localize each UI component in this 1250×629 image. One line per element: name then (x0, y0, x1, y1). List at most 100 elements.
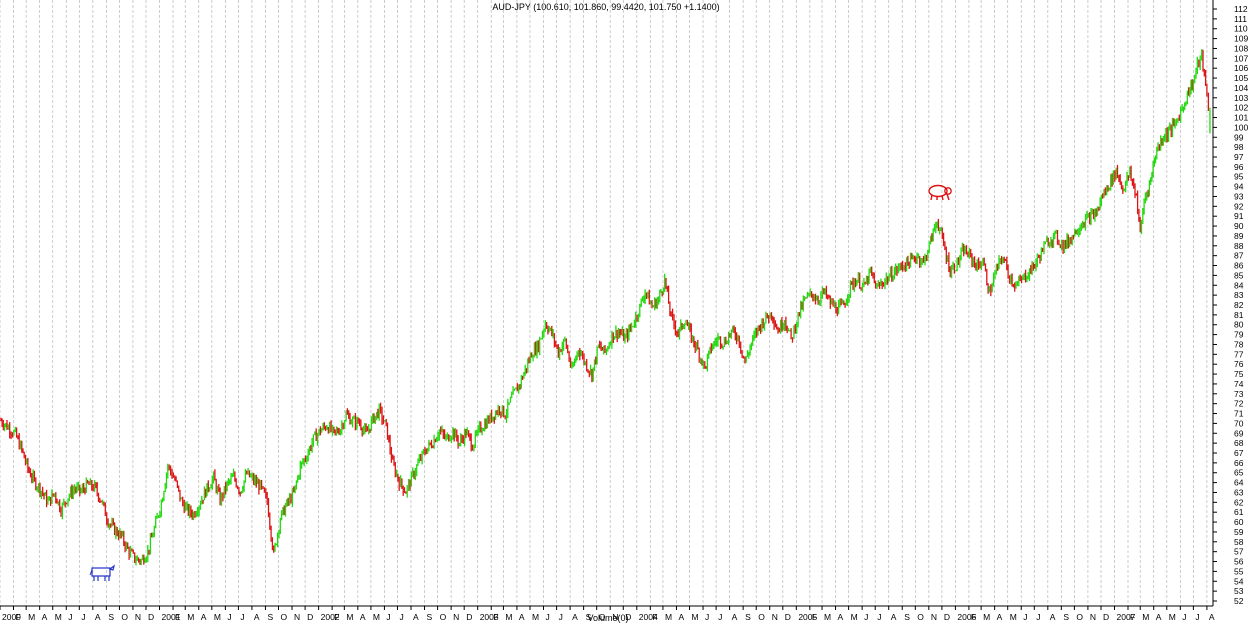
x-tick-label: A (1156, 612, 1162, 622)
x-tick-label: J (864, 612, 868, 622)
x-tick-label: A (678, 612, 684, 622)
y-tick-label: 95 (1234, 172, 1244, 182)
y-tick-label: 63 (1234, 487, 1244, 497)
x-tick-label: S (267, 612, 273, 622)
y-tick-label: 96 (1234, 162, 1244, 172)
x-tick-label: M (505, 612, 512, 622)
y-tick-label: 77 (1234, 349, 1244, 359)
x-tick-label: 2007 (1116, 612, 1135, 622)
x-tick-label: N (612, 612, 618, 622)
y-tick-label: 86 (1234, 261, 1244, 271)
chart-title: AUD-JPY (100.610, 101.860, 99.4420, 101.… (492, 2, 719, 12)
y-tick-label: 82 (1234, 300, 1244, 310)
y-tick-label: 60 (1234, 517, 1244, 527)
x-tick-label: 2002 (321, 612, 340, 622)
y-tick-label: 106 (1234, 63, 1248, 73)
y-tick-label: 100 (1234, 122, 1248, 132)
x-tick-label: J (386, 612, 390, 622)
y-tick-label: 112 (1234, 4, 1248, 14)
x-tick-label: D (148, 612, 154, 622)
y-tick-label: 58 (1234, 537, 1244, 547)
x-tick-label: S (904, 612, 910, 622)
y-tick-label: 104 (1234, 83, 1248, 93)
y-tick-label: 69 (1234, 428, 1244, 438)
y-tick-label: 59 (1234, 527, 1244, 537)
x-tick-label: O (1076, 612, 1083, 622)
x-tick-label: 2005 (798, 612, 817, 622)
bear-icon (928, 184, 952, 201)
x-tick-label: N (135, 612, 141, 622)
y-tick-label: 97 (1234, 152, 1244, 162)
x-tick-label: O (440, 612, 447, 622)
x-tick-label: A (42, 612, 48, 622)
x-tick-label: A (1209, 612, 1215, 622)
x-tick-label: D (307, 612, 313, 622)
y-tick-label: 68 (1234, 438, 1244, 448)
x-tick-label: M (824, 612, 831, 622)
y-tick-label: 64 (1234, 478, 1244, 488)
y-tick-label: 110 (1234, 24, 1248, 34)
x-tick-label: J (1023, 612, 1027, 622)
x-tick-label: J (877, 612, 881, 622)
y-tick-label: 88 (1234, 241, 1244, 251)
y-tick-label: 101 (1234, 113, 1248, 123)
y-tick-label: 111 (1234, 14, 1247, 24)
x-tick-label: J (559, 612, 563, 622)
x-tick-label: A (95, 612, 101, 622)
bull-icon (89, 564, 115, 581)
x-tick-label: A (360, 612, 366, 622)
y-tick-label: 81 (1234, 310, 1244, 320)
x-tick-label: M (692, 612, 699, 622)
x-tick-label: F (971, 612, 976, 622)
y-tick-label: 53 (1234, 586, 1244, 596)
x-tick-label: N (1090, 612, 1096, 622)
x-tick-label: J (1195, 612, 1199, 622)
y-tick-label: 65 (1234, 468, 1244, 478)
y-tick-label: 57 (1234, 547, 1244, 557)
x-tick-label: O (281, 612, 288, 622)
y-tick-label: 103 (1234, 93, 1248, 103)
y-tick-label: 90 (1234, 221, 1244, 231)
y-tick-label: 70 (1234, 418, 1244, 428)
x-tick-label: 2000 (2, 612, 21, 622)
x-tick-label: A (997, 612, 1003, 622)
x-tick-label: M (214, 612, 221, 622)
x-tick-label: S (427, 612, 433, 622)
x-tick-label: D (944, 612, 950, 622)
x-tick-label: J (1182, 612, 1186, 622)
y-tick-label: 61 (1234, 507, 1244, 517)
y-axis: 5253545556575859606162636465666768697071… (1212, 0, 1248, 606)
x-tick-label: F (334, 612, 339, 622)
price-bars (0, 49, 1211, 566)
x-tick-label: N (772, 612, 778, 622)
x-tick-label: S (586, 612, 592, 622)
x-tick-label: A (254, 612, 260, 622)
y-tick-label: 80 (1234, 320, 1244, 330)
x-tick-label: M (346, 612, 353, 622)
x-tick-label: J (227, 612, 231, 622)
x-tick-label: J (400, 612, 404, 622)
x-tick-label: F (1130, 612, 1135, 622)
x-tick-label: F (812, 612, 817, 622)
x-tick-label: N (294, 612, 300, 622)
x-tick-label: J (68, 612, 72, 622)
x-tick-label: F (493, 612, 498, 622)
y-tick-label: 52 (1234, 596, 1244, 606)
x-tick-label: M (55, 612, 62, 622)
x-tick-label: D (466, 612, 472, 622)
x-tick-label: A (201, 612, 207, 622)
y-tick-label: 91 (1234, 211, 1244, 221)
y-tick-label: 87 (1234, 251, 1244, 261)
x-tick-label: M (665, 612, 672, 622)
x-tick-label: J (705, 612, 709, 622)
x-tick-label: O (599, 612, 606, 622)
y-tick-label: 71 (1234, 409, 1244, 419)
y-tick-label: 92 (1234, 201, 1244, 211)
y-tick-label: 75 (1234, 369, 1244, 379)
x-tick-label: S (108, 612, 114, 622)
y-tick-label: 73 (1234, 389, 1244, 399)
